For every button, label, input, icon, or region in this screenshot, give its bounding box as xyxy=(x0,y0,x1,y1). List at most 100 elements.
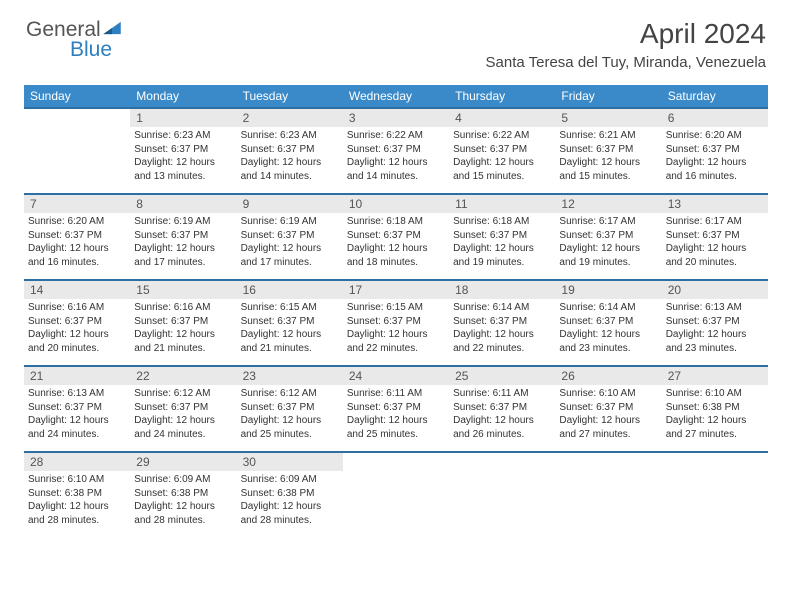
day-info: Sunrise: 6:15 AMSunset: 6:37 PMDaylight:… xyxy=(237,299,343,359)
day-info-line: and 19 minutes. xyxy=(559,256,657,270)
calendar-week-row: 21Sunrise: 6:13 AMSunset: 6:37 PMDayligh… xyxy=(24,366,768,452)
day-info-line: Sunrise: 6:10 AM xyxy=(666,387,764,401)
day-info-line: and 28 minutes. xyxy=(241,514,339,528)
day-info-line: and 16 minutes. xyxy=(666,170,764,184)
day-info-line: Sunrise: 6:23 AM xyxy=(134,129,232,143)
day-cell: 23Sunrise: 6:12 AMSunset: 6:37 PMDayligh… xyxy=(237,366,343,452)
day-info: Sunrise: 6:11 AMSunset: 6:37 PMDaylight:… xyxy=(343,385,449,445)
day-info-line: Sunset: 6:38 PM xyxy=(134,487,232,501)
day-info-line: Sunrise: 6:10 AM xyxy=(28,473,126,487)
day-info-line: Sunset: 6:37 PM xyxy=(453,401,551,415)
header: GeneralBlue April 2024 Santa Teresa del … xyxy=(0,0,792,77)
day-info-line: Sunset: 6:37 PM xyxy=(666,315,764,329)
day-info-line: Sunrise: 6:14 AM xyxy=(453,301,551,315)
day-cell: 9Sunrise: 6:19 AMSunset: 6:37 PMDaylight… xyxy=(237,194,343,280)
day-info-line: Sunrise: 6:09 AM xyxy=(134,473,232,487)
day-info-line: and 15 minutes. xyxy=(453,170,551,184)
day-number: 22 xyxy=(130,367,236,385)
day-info-line: Sunrise: 6:13 AM xyxy=(666,301,764,315)
day-info-line: Sunset: 6:37 PM xyxy=(241,315,339,329)
day-info-line: Sunset: 6:37 PM xyxy=(559,229,657,243)
day-info-line: Daylight: 12 hours xyxy=(241,328,339,342)
day-info-line: Sunset: 6:37 PM xyxy=(241,401,339,415)
day-info-line: Daylight: 12 hours xyxy=(347,414,445,428)
day-info: Sunrise: 6:12 AMSunset: 6:37 PMDaylight:… xyxy=(130,385,236,445)
day-info: Sunrise: 6:17 AMSunset: 6:37 PMDaylight:… xyxy=(555,213,661,273)
day-number: 16 xyxy=(237,281,343,299)
day-cell: 18Sunrise: 6:14 AMSunset: 6:37 PMDayligh… xyxy=(449,280,555,366)
day-cell: 11Sunrise: 6:18 AMSunset: 6:37 PMDayligh… xyxy=(449,194,555,280)
day-cell: 13Sunrise: 6:17 AMSunset: 6:37 PMDayligh… xyxy=(662,194,768,280)
day-info-line: and 19 minutes. xyxy=(453,256,551,270)
day-info-line: and 15 minutes. xyxy=(559,170,657,184)
day-info: Sunrise: 6:22 AMSunset: 6:37 PMDaylight:… xyxy=(343,127,449,187)
day-info: Sunrise: 6:16 AMSunset: 6:37 PMDaylight:… xyxy=(130,299,236,359)
day-cell: 4Sunrise: 6:22 AMSunset: 6:37 PMDaylight… xyxy=(449,108,555,194)
day-info-line: Sunset: 6:37 PM xyxy=(347,315,445,329)
day-info-line: Daylight: 12 hours xyxy=(241,156,339,170)
day-info-line: and 20 minutes. xyxy=(666,256,764,270)
day-info-line: Sunrise: 6:11 AM xyxy=(453,387,551,401)
day-cell: 20Sunrise: 6:13 AMSunset: 6:37 PMDayligh… xyxy=(662,280,768,366)
day-info-line: Sunrise: 6:15 AM xyxy=(347,301,445,315)
day-cell: 28Sunrise: 6:10 AMSunset: 6:38 PMDayligh… xyxy=(24,452,130,538)
day-info-line: Daylight: 12 hours xyxy=(453,328,551,342)
day-number: 14 xyxy=(24,281,130,299)
day-info: Sunrise: 6:19 AMSunset: 6:37 PMDaylight:… xyxy=(237,213,343,273)
weekday-header: Sunday xyxy=(24,85,130,108)
day-cell: 19Sunrise: 6:14 AMSunset: 6:37 PMDayligh… xyxy=(555,280,661,366)
day-info-line: and 27 minutes. xyxy=(666,428,764,442)
day-number: 23 xyxy=(237,367,343,385)
logo-text-2: Blue xyxy=(70,38,146,62)
day-number: 24 xyxy=(343,367,449,385)
day-info-line: Daylight: 12 hours xyxy=(241,414,339,428)
empty-day-cell xyxy=(343,452,449,538)
day-info-line: Sunset: 6:37 PM xyxy=(347,143,445,157)
day-info-line: Sunset: 6:37 PM xyxy=(134,315,232,329)
day-info-line: Daylight: 12 hours xyxy=(559,328,657,342)
day-info-line: and 13 minutes. xyxy=(134,170,232,184)
day-number: 11 xyxy=(449,195,555,213)
day-info-line: Daylight: 12 hours xyxy=(559,414,657,428)
day-cell: 24Sunrise: 6:11 AMSunset: 6:37 PMDayligh… xyxy=(343,366,449,452)
day-number: 27 xyxy=(662,367,768,385)
day-info-line: and 17 minutes. xyxy=(134,256,232,270)
day-info-line: Sunset: 6:37 PM xyxy=(453,143,551,157)
day-info-line: Daylight: 12 hours xyxy=(134,242,232,256)
day-info-line: Sunset: 6:37 PM xyxy=(134,401,232,415)
day-info: Sunrise: 6:09 AMSunset: 6:38 PMDaylight:… xyxy=(237,471,343,531)
day-info: Sunrise: 6:18 AMSunset: 6:37 PMDaylight:… xyxy=(343,213,449,273)
day-number: 3 xyxy=(343,109,449,127)
day-info: Sunrise: 6:13 AMSunset: 6:37 PMDaylight:… xyxy=(662,299,768,359)
day-info: Sunrise: 6:13 AMSunset: 6:37 PMDaylight:… xyxy=(24,385,130,445)
day-info-line: and 21 minutes. xyxy=(241,342,339,356)
weekday-header: Thursday xyxy=(449,85,555,108)
day-info-line: Daylight: 12 hours xyxy=(134,500,232,514)
day-info-line: and 25 minutes. xyxy=(241,428,339,442)
day-info-line: and 23 minutes. xyxy=(666,342,764,356)
day-number: 8 xyxy=(130,195,236,213)
day-info-line: Sunset: 6:37 PM xyxy=(666,143,764,157)
day-number: 10 xyxy=(343,195,449,213)
day-info: Sunrise: 6:09 AMSunset: 6:38 PMDaylight:… xyxy=(130,471,236,531)
day-info-line: Sunset: 6:38 PM xyxy=(28,487,126,501)
day-info-line: Sunrise: 6:21 AM xyxy=(559,129,657,143)
day-info-line: Daylight: 12 hours xyxy=(347,242,445,256)
day-info-line: and 23 minutes. xyxy=(559,342,657,356)
day-info-line: and 14 minutes. xyxy=(241,170,339,184)
day-info-line: Daylight: 12 hours xyxy=(28,414,126,428)
day-info-line: and 18 minutes. xyxy=(347,256,445,270)
day-info-line: Sunset: 6:37 PM xyxy=(559,143,657,157)
day-cell: 29Sunrise: 6:09 AMSunset: 6:38 PMDayligh… xyxy=(130,452,236,538)
day-cell: 2Sunrise: 6:23 AMSunset: 6:37 PMDaylight… xyxy=(237,108,343,194)
empty-day-cell xyxy=(449,452,555,538)
day-number: 15 xyxy=(130,281,236,299)
day-info: Sunrise: 6:10 AMSunset: 6:38 PMDaylight:… xyxy=(662,385,768,445)
day-info-line: Daylight: 12 hours xyxy=(666,328,764,342)
day-info-line: Daylight: 12 hours xyxy=(559,156,657,170)
day-info-line: Sunrise: 6:19 AM xyxy=(134,215,232,229)
day-cell: 8 Sunrise: 6:19 AMSunset: 6:37 PMDaylight… xyxy=(130,194,236,280)
empty-day-cell xyxy=(555,452,661,538)
day-number: 13 xyxy=(662,195,768,213)
day-info-line: Sunset: 6:37 PM xyxy=(134,229,232,243)
